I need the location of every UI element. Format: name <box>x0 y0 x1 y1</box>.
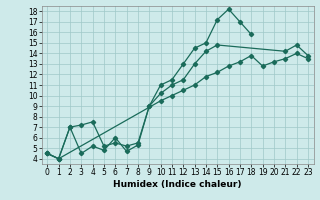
X-axis label: Humidex (Indice chaleur): Humidex (Indice chaleur) <box>113 180 242 189</box>
